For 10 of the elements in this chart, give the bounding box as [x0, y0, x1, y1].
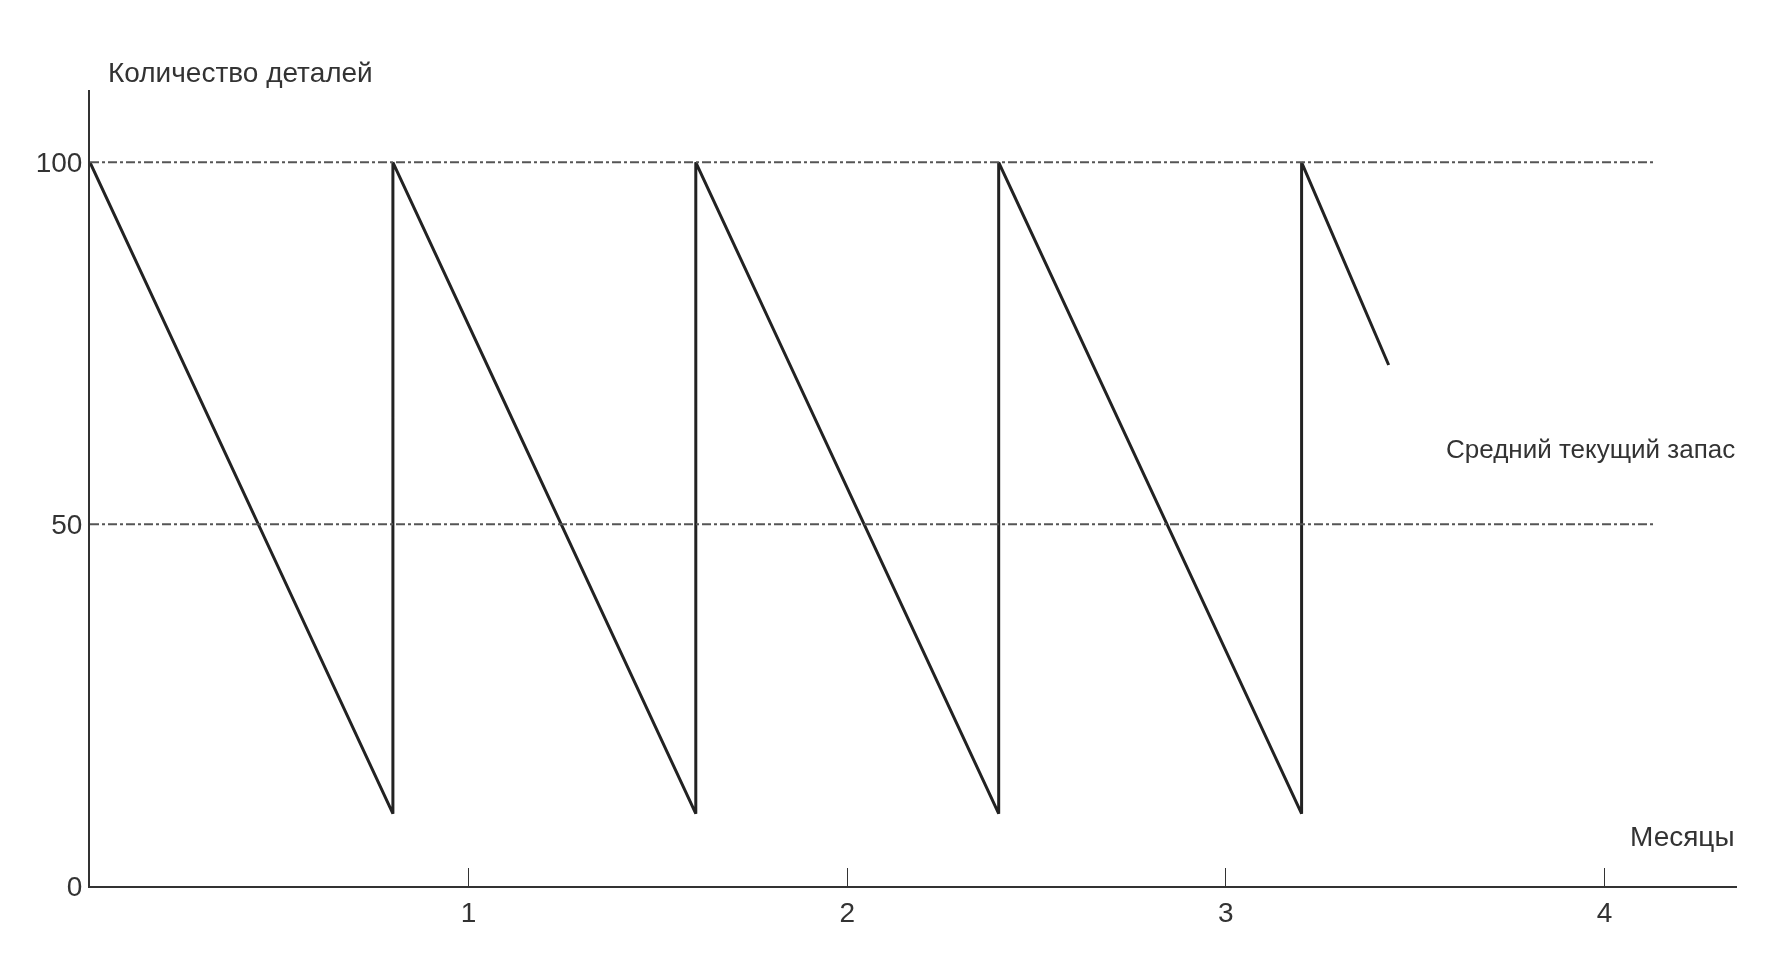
x-axis-title: Месяцы — [1630, 821, 1735, 852]
y-tick-label: 50 — [51, 508, 83, 540]
y-tick-label: 100 — [35, 147, 83, 179]
x-tick-label: 4 — [1596, 896, 1613, 928]
ref-line-label: Средний текущий запас — [1446, 434, 1736, 464]
x-tick-label: 1 — [460, 896, 477, 928]
y-axis-title: Количество деталей — [108, 57, 373, 88]
y-tick-label: 0 — [66, 870, 83, 902]
x-tick-label: 3 — [1218, 896, 1234, 928]
x-tick-label: 2 — [839, 896, 856, 928]
